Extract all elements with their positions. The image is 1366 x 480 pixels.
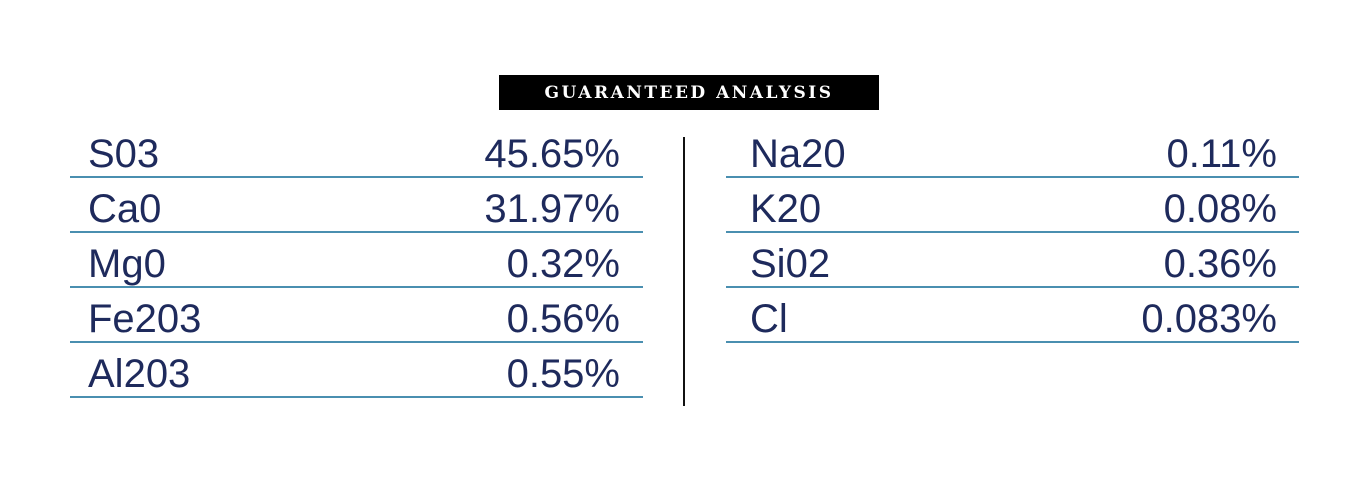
table-row: S03 45.65%	[70, 123, 643, 178]
component-label: Fe203	[88, 297, 202, 341]
table-row: Na20 0.11%	[726, 123, 1299, 178]
component-value: 0.083%	[1141, 297, 1277, 341]
component-value: 0.56%	[506, 297, 620, 341]
component-value: 31.97%	[484, 187, 620, 231]
analysis-table: S03 45.65% Ca0 31.97% Mg0 0.32% Fe203 0.56% Al20…	[70, 123, 643, 398]
table-row: Al203 0.55%	[70, 343, 643, 398]
component-label: Si02	[750, 242, 831, 286]
table-row: Ca0 31.97%	[70, 178, 643, 233]
component-label: Cl	[750, 297, 788, 341]
title: GUARANTEED ANALYSIS	[499, 75, 879, 110]
divider	[683, 137, 685, 406]
component-value: 0.55%	[506, 352, 620, 396]
table-row: Cl 0.083%	[726, 288, 1299, 343]
component-value: 45.65%	[484, 132, 620, 176]
table-row: Fe203 0.56%	[70, 288, 643, 343]
component-value: 0.08%	[1163, 187, 1277, 231]
analysis-table: Na20 0.11% K20 0.08% Si02 0.36% Cl 0.083%	[726, 123, 1299, 343]
component-label: Ca0	[88, 187, 162, 231]
table-row: Mg0 0.32%	[70, 233, 643, 288]
component-value: 0.32%	[506, 242, 620, 286]
component-label: K20	[750, 187, 822, 231]
component-label: S03	[88, 132, 160, 176]
component-label: Na20	[750, 132, 846, 176]
component-label: Mg0	[88, 242, 166, 286]
component-value: 0.11%	[1166, 132, 1277, 176]
table-row: K20 0.08%	[726, 178, 1299, 233]
component-value: 0.36%	[1163, 242, 1277, 286]
table-row: Si02 0.36%	[726, 233, 1299, 288]
component-label: Al203	[88, 352, 191, 396]
